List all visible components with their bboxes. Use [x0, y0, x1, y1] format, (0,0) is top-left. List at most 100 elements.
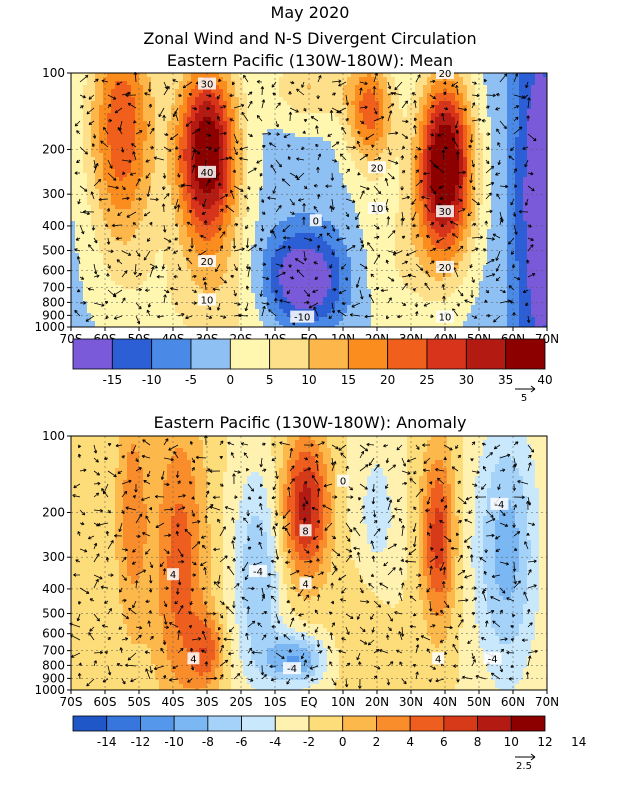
- contour-cell: [303, 193, 307, 197]
- contour-cell: [139, 217, 143, 221]
- contour-cell: [123, 153, 127, 157]
- contour-cell: [131, 97, 135, 101]
- contour-cell: [295, 277, 299, 281]
- contour-cell: [227, 265, 231, 269]
- contour-cell: [363, 165, 367, 169]
- contour-cell: [71, 257, 75, 261]
- contour-cell: [187, 165, 191, 169]
- contour-cell: [223, 309, 227, 313]
- contour-cell: [243, 297, 247, 301]
- contour-cell: [227, 317, 231, 321]
- contour-cell: [159, 297, 163, 301]
- contour-cell: [283, 261, 287, 265]
- contour-cell: [267, 213, 271, 217]
- contour-cell: [279, 185, 283, 189]
- contour-cell: [371, 241, 375, 245]
- contour-cell: [235, 189, 239, 193]
- contour-cell: [195, 317, 199, 321]
- contour-cell: [347, 125, 351, 129]
- contour-cell: [363, 309, 367, 313]
- contour-cell: [343, 93, 347, 97]
- contour-cell: [215, 121, 219, 125]
- contour-cell: [315, 257, 319, 261]
- contour-cell: [311, 265, 315, 269]
- contour-cell: [359, 125, 363, 129]
- contour-cell: [123, 217, 127, 221]
- contour-cell: [311, 257, 315, 261]
- contour-cell: [211, 209, 215, 213]
- contour-cell: [231, 177, 235, 181]
- contour-cell: [215, 125, 219, 129]
- contour-cell: [87, 137, 91, 141]
- contour-cell: [343, 85, 347, 89]
- contour-cell: [371, 121, 375, 125]
- contour-cell: [191, 161, 195, 165]
- contour-cell: [327, 89, 331, 93]
- contour-cell: [175, 97, 179, 101]
- contour-cell: [199, 189, 203, 193]
- contour-cell: [223, 109, 227, 113]
- contour-cell: [303, 261, 307, 265]
- contour-cell: [379, 245, 383, 249]
- contour-cell: [167, 225, 171, 229]
- contour-cell: [339, 121, 343, 125]
- contour-cell: [291, 145, 295, 149]
- contour-cell: [227, 169, 231, 173]
- contour-cell: [283, 253, 287, 257]
- mean-panel: 100200300400500600700800900100070S60S50S…: [34, 66, 559, 346]
- contour-cell: [87, 217, 91, 221]
- contour-cell: [351, 269, 355, 273]
- contour-cell: [347, 205, 351, 209]
- contour-cell: [219, 317, 223, 321]
- contour-cell: [251, 221, 255, 225]
- contour-cell: [167, 221, 171, 225]
- contour-cell: [255, 253, 259, 257]
- contour-cell: [211, 229, 215, 233]
- contour-cell: [83, 117, 87, 121]
- contour-cell: [323, 177, 327, 181]
- contour-cell: [191, 157, 195, 161]
- contour-cell: [155, 253, 159, 257]
- contour-cell: [351, 113, 355, 117]
- contour-cell: [263, 173, 267, 177]
- contour-cell: [179, 245, 183, 249]
- contour-cell: [167, 273, 171, 277]
- contour-cell: [255, 217, 259, 221]
- contour-cell: [291, 133, 295, 137]
- contour-cell: [83, 145, 87, 149]
- contour-cell: [219, 237, 223, 241]
- contour-cell: [139, 113, 143, 117]
- contour-cell: [143, 245, 147, 249]
- contour-cell: [343, 229, 347, 233]
- contour-cell: [155, 257, 159, 261]
- contour-cell: [155, 105, 159, 109]
- contour-cell: [255, 221, 259, 225]
- contour-cell: [235, 285, 239, 289]
- contour-cell: [83, 273, 87, 277]
- contour-cell: [235, 197, 239, 201]
- contour-cell: [167, 73, 171, 77]
- contour-cell: [287, 177, 291, 181]
- contour-cell: [247, 249, 251, 253]
- contour-cell: [235, 317, 239, 321]
- contour-cell: [215, 197, 219, 201]
- contour-cell: [143, 81, 147, 85]
- contour-cell: [243, 97, 247, 101]
- contour-cell: [323, 317, 327, 321]
- contour-cell: [279, 281, 283, 285]
- contour-cell: [115, 193, 119, 197]
- contour-cell: [259, 221, 263, 225]
- contour-cell: [183, 77, 187, 81]
- contour-cell: [183, 289, 187, 293]
- contour-cell: [235, 205, 239, 209]
- contour-cell: [107, 113, 111, 117]
- contour-cell: [359, 109, 363, 113]
- contour-cell: [251, 173, 255, 177]
- contour-cell: [167, 141, 171, 145]
- contour-cell: [99, 309, 103, 313]
- contour-cell: [271, 161, 275, 165]
- contour-cell: [271, 109, 275, 113]
- contour-cell: [199, 269, 203, 273]
- contour-cell: [183, 177, 187, 181]
- contour-cell: [107, 169, 111, 173]
